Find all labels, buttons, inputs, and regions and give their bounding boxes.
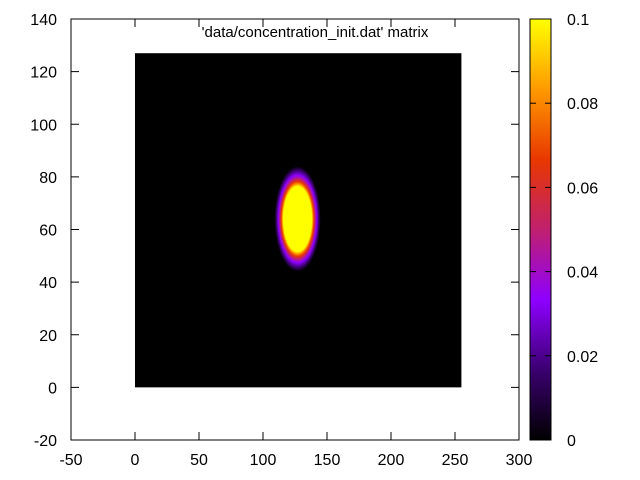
- concentration-blob: [274, 166, 321, 272]
- colorbar-strip: [529, 18, 552, 441]
- y-tick-label: 120: [30, 65, 57, 82]
- x-tick-label: 300: [506, 452, 533, 469]
- chart-title: 'data/concentration_init.dat' matrix: [202, 24, 429, 41]
- colorbar-tick-label: 0.02: [567, 349, 598, 366]
- y-tick-label: 0: [48, 380, 57, 397]
- x-tick-label: 250: [442, 452, 469, 469]
- colorbar-tick-label: 0: [567, 433, 576, 450]
- y-tick-label: 60: [39, 223, 57, 240]
- y-tick-label: 140: [30, 12, 57, 29]
- colorbar-tick-label: 0.04: [567, 265, 598, 282]
- colorbar-tick-label: 0.1: [567, 12, 589, 29]
- y-tick-label: 40: [39, 275, 57, 292]
- y-tick-label: 20: [39, 328, 57, 345]
- x-tick-label: -50: [59, 452, 82, 469]
- colorbar: 0 0.02 0.04 0.06 0.08 0.1: [529, 12, 598, 450]
- y-tick-label: 100: [30, 117, 57, 134]
- x-tick-label: 50: [190, 452, 208, 469]
- x-tick-label: 150: [314, 452, 341, 469]
- colorbar-tick-label: 0.06: [567, 180, 598, 197]
- y-tick-label: -20: [34, 433, 57, 450]
- plot-area: [135, 53, 462, 388]
- x-tick-label: 200: [378, 452, 405, 469]
- x-tick-label: 0: [131, 452, 140, 469]
- y-tick-label: 80: [39, 170, 57, 187]
- colorbar-tick-label: 0.08: [567, 96, 598, 113]
- x-tick-label: 100: [250, 452, 277, 469]
- axes: -50 0 50 100 150 200 250 300 -20 0 20 40 60 80 100 120 1…: [30, 12, 532, 469]
